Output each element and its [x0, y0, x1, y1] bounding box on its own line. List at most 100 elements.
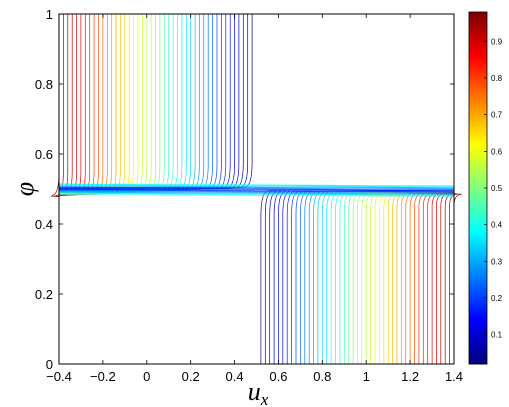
colorbar-segment — [469, 64, 487, 69]
colorbar-segment — [469, 176, 487, 180]
colorbar-segment — [469, 120, 487, 124]
colorbar-segment — [469, 299, 487, 303]
x-tick-label: 1 — [363, 369, 370, 384]
colorbar-segment — [469, 29, 487, 33]
colorbar-segment — [469, 129, 487, 133]
y-tick-label: 0 — [46, 357, 53, 372]
colorbar-segment — [469, 138, 487, 142]
interface-contour — [58, 190, 455, 194]
colorbar-segment — [469, 38, 487, 42]
colorbar-segment — [469, 114, 487, 118]
y-tick-label: 1 — [46, 7, 53, 22]
colorbar-segment — [469, 73, 487, 77]
colorbar-segment — [469, 205, 487, 209]
colorbar-segment — [469, 322, 487, 327]
colorbar-segment — [469, 240, 487, 245]
colorbar-segment — [469, 246, 487, 250]
y-axis-label: φ — [10, 182, 39, 196]
colorbar-segment — [469, 123, 487, 127]
x-tick-label: 0 — [143, 369, 150, 384]
colorbar-segment — [469, 258, 487, 262]
colorbar-segment — [469, 317, 487, 321]
colorbar-tick-label: 0.3 — [491, 257, 503, 266]
colorbar-segment — [469, 146, 487, 151]
contour-line — [264, 190, 454, 364]
colorbar-segment — [469, 85, 487, 89]
colorbar-segment — [469, 102, 487, 107]
colorbar-segment — [469, 261, 487, 265]
colorbar-segment — [469, 149, 487, 154]
colorbar-segment — [469, 91, 487, 95]
contour-line — [269, 190, 455, 364]
x-tick-label: 0.8 — [313, 369, 331, 384]
colorbar-segment — [469, 308, 487, 312]
colorbar-segment — [469, 53, 487, 57]
colorbar-segment — [469, 293, 487, 297]
colorbar-segment — [469, 135, 487, 139]
contour-line — [330, 191, 455, 364]
colorbar-segment — [469, 337, 487, 341]
y-tick-label: 0.2 — [35, 287, 53, 302]
colorbar-segment — [469, 23, 487, 28]
x-tick-label: 0.6 — [269, 369, 287, 384]
colorbar-segment — [469, 17, 487, 22]
colorbar-segment — [469, 97, 487, 101]
colorbar-tick-label: 0.5 — [491, 184, 503, 193]
colorbar-segment — [469, 331, 487, 336]
colorbar-segment — [469, 343, 487, 347]
interface-contour — [58, 186, 455, 190]
colorbar-segment — [469, 314, 487, 318]
colorbar-segment — [469, 243, 487, 248]
colorbar-segment — [469, 26, 487, 30]
colorbar-segment — [469, 82, 487, 86]
colorbar-segment — [469, 94, 487, 98]
colorbar-segment — [469, 50, 487, 54]
colorbar-segment — [469, 199, 487, 204]
contour-line — [326, 191, 455, 364]
colorbar-segment — [469, 252, 487, 256]
colorbar-tick-label: 0.8 — [491, 74, 503, 83]
colorbar-segment — [469, 255, 487, 259]
colorbar-segment — [469, 47, 487, 51]
colorbar-segment — [469, 158, 487, 162]
x-axis-ticks: −0.4 −0.2 0 0.2 0.4 0.6 0.8 1 1.2 1.4 — [46, 14, 463, 384]
colorbar-segment — [469, 284, 487, 289]
colorbar-segment — [469, 132, 487, 136]
colorbar-segment — [469, 325, 487, 330]
colorbar-segment — [469, 155, 487, 160]
colorbar-segment — [469, 232, 487, 236]
colorbar-segment — [469, 237, 487, 242]
plot-area-frame — [58, 13, 455, 365]
colorbar-segment — [469, 105, 487, 110]
colorbar-segment — [469, 108, 487, 113]
y-tick-label: 0.8 — [35, 77, 53, 92]
y-axis-ticks: 0 0.2 0.4 0.6 0.8 1 — [35, 7, 454, 372]
colorbar-segment — [469, 229, 487, 233]
contour-line — [321, 191, 455, 364]
y-tick-label: 0.4 — [35, 217, 53, 232]
colorbar-segment — [469, 126, 487, 130]
interface-contour — [58, 187, 455, 191]
contour-line — [383, 192, 455, 364]
colorbar-segment — [469, 167, 487, 171]
colorbar-segment — [469, 267, 487, 271]
colorbar-segment — [469, 182, 487, 186]
x-tick-label: 0.2 — [182, 369, 200, 384]
colorbar-segment — [469, 264, 487, 268]
x-axis-label: ux — [248, 377, 269, 407]
colorbar-tick-label: 0.2 — [491, 294, 503, 303]
colorbar-segment — [469, 56, 487, 60]
interface-contour — [58, 192, 455, 195]
contour-lines — [50, 14, 463, 364]
colorbar-segment — [469, 161, 487, 165]
interface-contour — [58, 194, 455, 197]
colorbar-segment — [469, 141, 487, 145]
colorbar-segment — [469, 144, 487, 148]
colorbar-segment — [469, 12, 487, 16]
colorbar-segment — [469, 287, 487, 292]
colorbar-segment — [469, 328, 487, 333]
x-tick-label: −0.4 — [46, 369, 72, 384]
colorbar-segment — [469, 173, 487, 177]
